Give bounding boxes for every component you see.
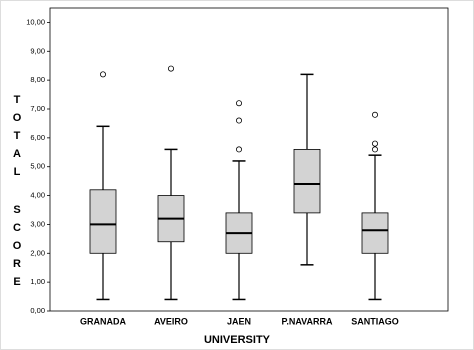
box <box>361 212 389 254</box>
x-tick-label: AVEIRO <box>154 316 188 326</box>
x-tick-label: JAEN <box>227 316 251 326</box>
outlier <box>371 111 378 118</box>
outlier <box>371 140 378 147</box>
y-tick-label: 3,00 <box>30 219 45 228</box>
x-tick-label: P.NAVARRA <box>281 316 333 326</box>
box <box>89 189 117 254</box>
outlier <box>235 100 242 107</box>
y-tick-label: 8,00 <box>30 75 45 84</box>
outlier <box>235 146 242 153</box>
y-tick-label: 5,00 <box>30 162 45 171</box>
y-tick-label: 6,00 <box>30 133 45 142</box>
y-tick-label: 2,00 <box>30 248 45 257</box>
plot-frame <box>49 7 449 312</box>
outlier <box>235 117 242 124</box>
y-tick-label: 1,00 <box>30 277 45 286</box>
x-tick-label: SANTIAGO <box>351 316 399 326</box>
x-tick-label: GRANADA <box>80 316 126 326</box>
y-tick-label: 0,00 <box>30 306 45 315</box>
x-axis-label: UNIVERSITY <box>204 334 271 346</box>
box <box>293 148 321 214</box>
outlier <box>100 71 107 78</box>
outlier <box>167 65 174 72</box>
outlier <box>371 146 378 153</box>
y-tick-label: 10,00 <box>26 17 45 26</box>
y-tick-label: 9,00 <box>30 46 45 55</box>
y-tick-label: 7,00 <box>30 104 45 113</box>
y-tick-label: 4,00 <box>30 191 45 200</box>
